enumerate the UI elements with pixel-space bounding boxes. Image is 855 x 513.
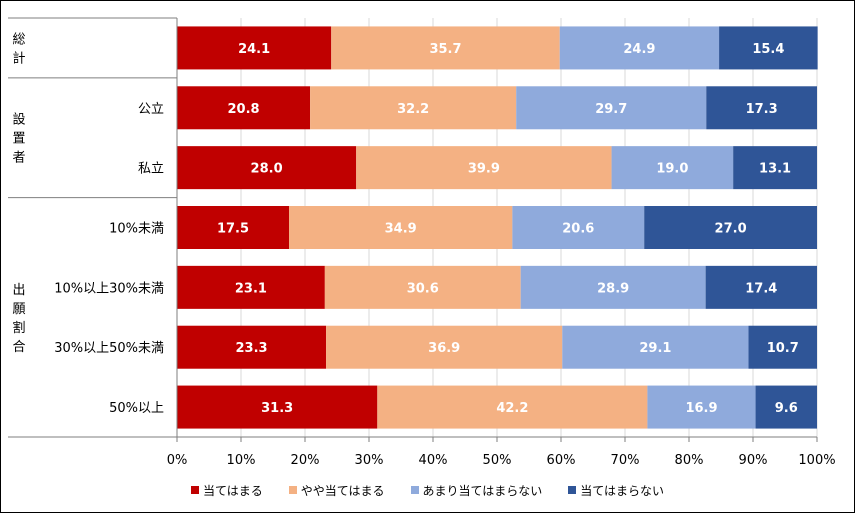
value-label: 39.9 — [468, 162, 500, 177]
value-label: 31.3 — [261, 401, 293, 416]
group-label-char: 割 — [12, 320, 25, 336]
bar-segment — [177, 146, 357, 190]
legend-swatch — [288, 486, 297, 494]
bar-segment — [177, 86, 311, 130]
bar-segment — [755, 385, 817, 429]
x-tick-label: 100% — [798, 453, 835, 468]
value-label: 29.1 — [639, 341, 671, 356]
group-label: 総計 — [12, 32, 25, 66]
value-label: 42.2 — [496, 401, 528, 416]
value-label: 17.5 — [217, 222, 249, 237]
group-label: 出願割合 — [12, 283, 25, 355]
bar-segment — [177, 385, 378, 429]
x-tick-label: 90% — [739, 453, 768, 468]
value-label: 20.6 — [562, 222, 594, 237]
bar-segment — [177, 26, 332, 70]
group-label-char: 置 — [12, 132, 25, 147]
value-label: 20.8 — [228, 102, 260, 117]
group-label-char: 計 — [12, 50, 25, 66]
bar-segment — [310, 86, 517, 130]
group-label-char: 設 — [12, 112, 25, 128]
legend-item: 当てはまらない — [568, 478, 664, 502]
value-label: 9.6 — [775, 401, 798, 416]
bar-segment — [644, 206, 817, 249]
legend: 当てはまる やや当てはまる あまり当てはまらない 当てはまらない — [0, 478, 855, 502]
group-label-char: 合 — [12, 340, 25, 355]
legend-swatch — [568, 486, 577, 494]
bar-segment — [562, 325, 749, 369]
x-tick-label: 20% — [291, 453, 320, 468]
legend-label: やや当てはまる — [300, 483, 385, 498]
category-label: 10%未満 — [109, 222, 164, 237]
value-label: 29.7 — [595, 102, 627, 117]
x-tick-label: 10% — [227, 453, 256, 468]
x-tick-label: 80% — [675, 453, 704, 468]
category-label: 10%以上30%未満 — [54, 281, 164, 296]
stacked-bar-chart: 0% 10% 20% 30% 40% 50% 60% 70% 80% 90% 100% 24.1 35.… — [8, 17, 836, 468]
bar-segment — [177, 325, 327, 369]
legend-swatch — [190, 486, 199, 494]
legend-label: あまり当てはまらない — [422, 483, 543, 498]
value-label: 23.3 — [236, 341, 268, 356]
bar-segment — [733, 146, 817, 190]
value-label: 13.1 — [759, 162, 791, 177]
value-label: 19.0 — [656, 162, 688, 177]
value-label: 23.1 — [235, 281, 267, 296]
bar-segment — [512, 206, 645, 249]
legend-item: やや当てはまる — [288, 478, 385, 502]
bar-segment — [516, 86, 707, 130]
bar-segment — [647, 385, 756, 429]
group-label: 設置者 — [12, 112, 25, 166]
legend-swatch — [410, 486, 419, 494]
x-tick-label: 0% — [167, 453, 188, 468]
legend-item: あまり当てはまらない — [410, 478, 543, 502]
category-label: 30%以上50%未満 — [54, 341, 164, 356]
value-label: 17.4 — [745, 281, 777, 296]
bar-segment — [177, 265, 325, 309]
bar-segment — [289, 206, 513, 249]
legend-label: 当てはまらない — [580, 483, 665, 498]
x-tick-label: 60% — [547, 453, 576, 468]
value-label: 32.2 — [397, 102, 429, 117]
legend-label: 当てはまる — [202, 483, 263, 498]
category-label: 50%以上 — [109, 401, 164, 416]
group-label-char: 者 — [12, 151, 25, 166]
x-tick-label: 50% — [483, 453, 512, 468]
group-label-char: 出 — [12, 283, 25, 298]
value-label: 28.9 — [597, 281, 629, 296]
bar-segment — [177, 206, 289, 249]
value-label: 30.6 — [407, 281, 439, 296]
bar-segment — [326, 325, 563, 369]
value-label: 24.9 — [623, 42, 655, 57]
x-tick-label: 70% — [611, 453, 640, 468]
value-label: 35.7 — [429, 42, 461, 57]
bar-segment — [719, 26, 818, 70]
value-label: 34.9 — [385, 222, 417, 237]
value-label: 24.1 — [238, 42, 270, 57]
value-label: 28.0 — [251, 162, 283, 177]
value-label: 10.7 — [767, 341, 799, 356]
bar-segment — [377, 385, 648, 429]
value-label: 16.9 — [685, 401, 717, 416]
group-label-char: 願 — [12, 302, 25, 317]
x-tick-label: 40% — [419, 453, 448, 468]
group-label-char: 総 — [12, 32, 25, 47]
category-label: 私立 — [138, 162, 164, 177]
bar-segment — [356, 146, 612, 190]
value-label: 27.0 — [715, 222, 747, 237]
bar-segment — [705, 265, 817, 309]
bar-segment — [748, 325, 817, 369]
x-tick-label: 30% — [355, 453, 384, 468]
bar-segment — [559, 26, 720, 70]
bar-segment — [706, 86, 817, 130]
value-label: 15.4 — [752, 42, 784, 57]
bar-segment — [520, 265, 706, 309]
bar-segment — [331, 26, 560, 70]
bar-segment — [611, 146, 734, 190]
value-label: 36.9 — [428, 341, 460, 356]
legend-item: 当てはまる — [190, 478, 263, 502]
bar-segment — [324, 265, 521, 309]
value-label: 17.3 — [746, 102, 778, 117]
category-label: 公立 — [138, 102, 164, 117]
